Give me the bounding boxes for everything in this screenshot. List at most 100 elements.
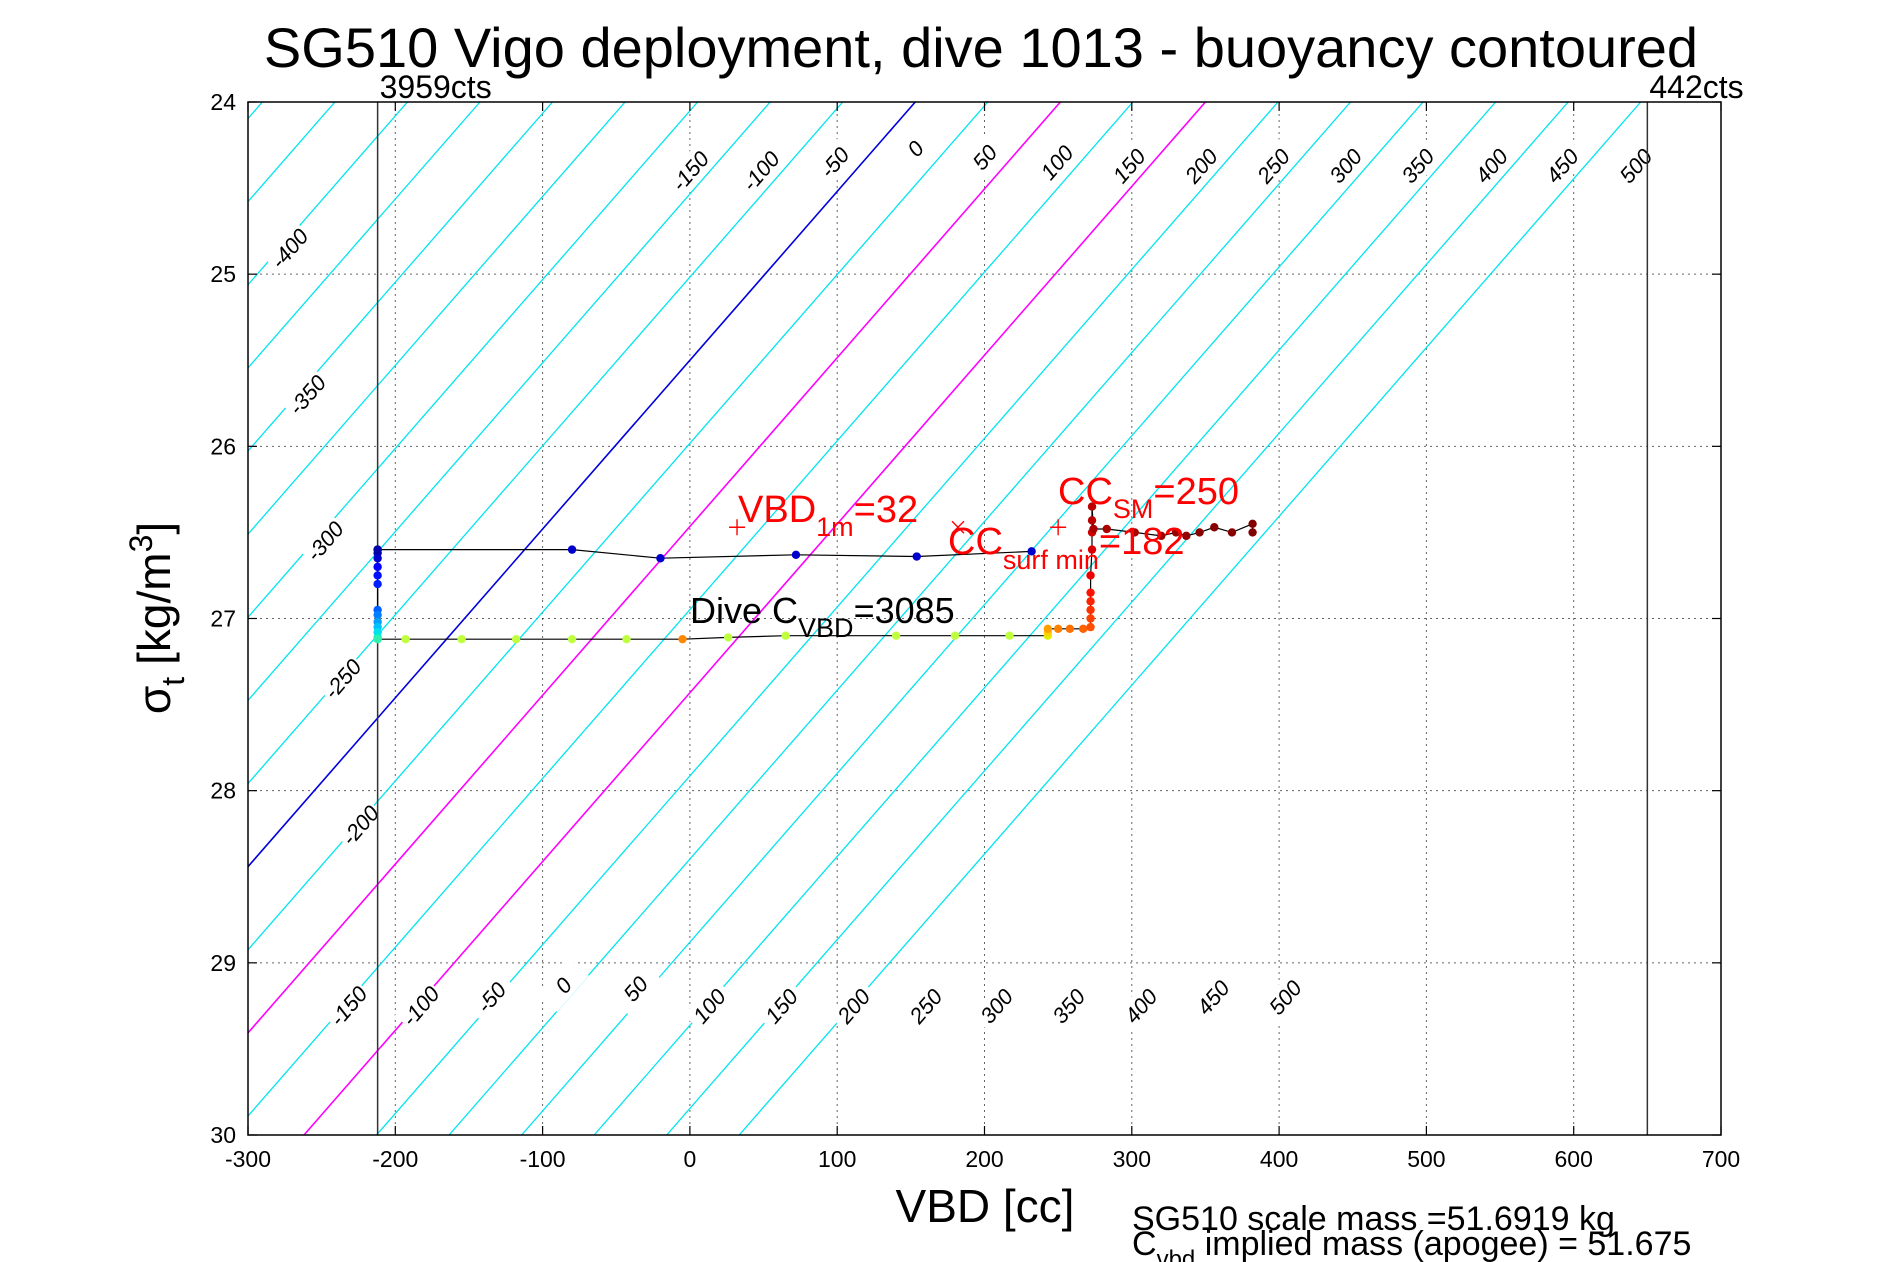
contour-line-extra xyxy=(0,102,45,1135)
x-marker xyxy=(951,520,965,534)
profile-point xyxy=(723,633,733,642)
y-axis-label-symbol: σ xyxy=(128,686,180,714)
profile-point xyxy=(912,552,921,561)
contour-label-bg xyxy=(1115,979,1167,1033)
profile-point xyxy=(1087,502,1097,511)
x-tick-label: 600 xyxy=(1555,1146,1593,1172)
plus-marker xyxy=(1050,519,1067,536)
profile-point xyxy=(1157,531,1166,541)
x-tick-label: 100 xyxy=(818,1146,856,1172)
contour-label-bg xyxy=(537,958,589,1012)
profile-point xyxy=(1248,519,1257,529)
profile-point xyxy=(656,554,665,563)
x-tick-label: 400 xyxy=(1260,1146,1298,1172)
contour-line-350 xyxy=(521,102,1424,1135)
contour-label-bg xyxy=(755,979,807,1033)
profile-point xyxy=(1195,528,1204,537)
contour-label-bg xyxy=(808,135,860,189)
profile-point xyxy=(1086,622,1095,632)
y-axis-label: σt [kg/m3] xyxy=(123,522,191,714)
profile-point xyxy=(1087,545,1097,554)
contour-label-bg xyxy=(609,962,661,1016)
y-tick-label: 26 xyxy=(210,433,236,459)
y-tick-label: 25 xyxy=(210,261,236,287)
contour-line-400 xyxy=(593,102,1497,1135)
profile-point xyxy=(891,631,901,640)
profile-point xyxy=(373,554,382,563)
y-axis-ticks: 24 25 26 27 28 29 30 xyxy=(210,89,1721,1148)
profile-point xyxy=(1130,528,1139,537)
contour-line-200 xyxy=(303,102,1207,1135)
contour-label-bg xyxy=(281,368,333,422)
profile-point xyxy=(1027,547,1036,556)
annotation-dive-cvbd-main: Dive C xyxy=(690,590,798,631)
contour-line-150 xyxy=(248,102,1134,1117)
contour-line--50 xyxy=(248,102,844,785)
contour-label-bg xyxy=(889,121,941,176)
annotation-cc-surf-min: CCsurf min=182 xyxy=(948,521,1185,575)
contour-label-bg xyxy=(1609,139,1662,193)
profile-point xyxy=(373,610,382,620)
contour-label-bg xyxy=(827,979,879,1033)
profile-point xyxy=(1102,524,1111,534)
contour-line-100 xyxy=(248,102,1061,1035)
annotation-cc-surf-main: CC xyxy=(948,521,1003,563)
y-tick-label: 27 xyxy=(210,606,236,632)
profile-point xyxy=(1086,588,1095,597)
annotation-vbd-1m-main: VBD xyxy=(738,489,816,531)
annotation-cc-sm: CCSM=250 xyxy=(1058,471,1239,524)
y-axis-label-unit-power: 3 xyxy=(123,535,159,553)
profile-point xyxy=(1078,624,1088,634)
contour-label-bg xyxy=(664,144,716,198)
footer-implied-mass: Cvbd implied mass (apogee) = 51.675 xyxy=(1132,1225,1691,1262)
annotation-dive-cvbd: Dive CVBD=3085 xyxy=(690,590,955,643)
profile-point xyxy=(1005,631,1014,640)
contour-label-bg xyxy=(1391,139,1444,193)
annotation-vbd-1m: VBD1m=32 xyxy=(738,489,918,542)
x-tick-label: 700 xyxy=(1702,1146,1740,1172)
contour-label-bg xyxy=(299,514,351,568)
profile-point xyxy=(1210,523,1219,532)
limit-label: 442cts xyxy=(1649,69,1743,105)
profile-point xyxy=(373,571,382,580)
profile-point xyxy=(511,634,521,644)
contour-label-bg xyxy=(1187,970,1239,1024)
annotation-cc-sm-tail: =250 xyxy=(1153,471,1239,513)
x-tick-label: 0 xyxy=(684,1146,697,1172)
annotation-cc-surf-tail: =182 xyxy=(1099,521,1185,563)
contour-label-bg xyxy=(1031,135,1083,189)
profile-point xyxy=(373,634,382,644)
x-tick-label: -200 xyxy=(372,1146,418,1172)
contour-line-250 xyxy=(376,102,1279,1135)
annotations: VBD1m=32 CCSM=250 CCsurf min=182 Dive CV… xyxy=(690,471,1239,643)
profile-point xyxy=(1086,614,1095,623)
profile-point xyxy=(1086,605,1095,615)
y-axis-label-unit-close: ] xyxy=(128,522,180,535)
profile-point xyxy=(781,631,790,640)
dive-profile xyxy=(373,502,1257,644)
y-tick-label: 28 xyxy=(210,778,236,804)
footer-scale-mass: SG510 scale mass =51.6919 kg xyxy=(1132,1200,1615,1238)
contour-label-bg xyxy=(263,221,315,275)
contour-label-bg xyxy=(1319,139,1371,193)
footer-implied-mass-sub: vbd xyxy=(1157,1246,1196,1262)
profile-point xyxy=(1043,624,1053,634)
contour-label-bg xyxy=(1042,979,1095,1033)
grid xyxy=(248,102,1721,1135)
chart-title: SG510 Vigo deployment, dive 1013 - buoya… xyxy=(264,16,1698,79)
y-tick-label: 29 xyxy=(210,950,236,976)
contour-line-450 xyxy=(666,102,1569,1135)
x-axis-label: VBD [cc] xyxy=(896,1180,1075,1232)
footer-implied-mass-tail: implied mass (apogee) = 51.675 xyxy=(1195,1225,1691,1262)
vbd-limit-lines: 3959cts 442cts xyxy=(376,69,1744,1135)
contour-line--250 xyxy=(248,102,554,452)
contour-label-bg xyxy=(1465,139,1517,193)
contour-label-bg xyxy=(900,979,952,1033)
profile-point xyxy=(401,634,410,644)
profile-point xyxy=(1248,528,1257,537)
contour-line-extra xyxy=(0,102,117,1135)
contour-label-bg xyxy=(1536,139,1588,193)
x-tick-label: 500 xyxy=(1407,1146,1445,1172)
profile-point xyxy=(1182,531,1191,541)
